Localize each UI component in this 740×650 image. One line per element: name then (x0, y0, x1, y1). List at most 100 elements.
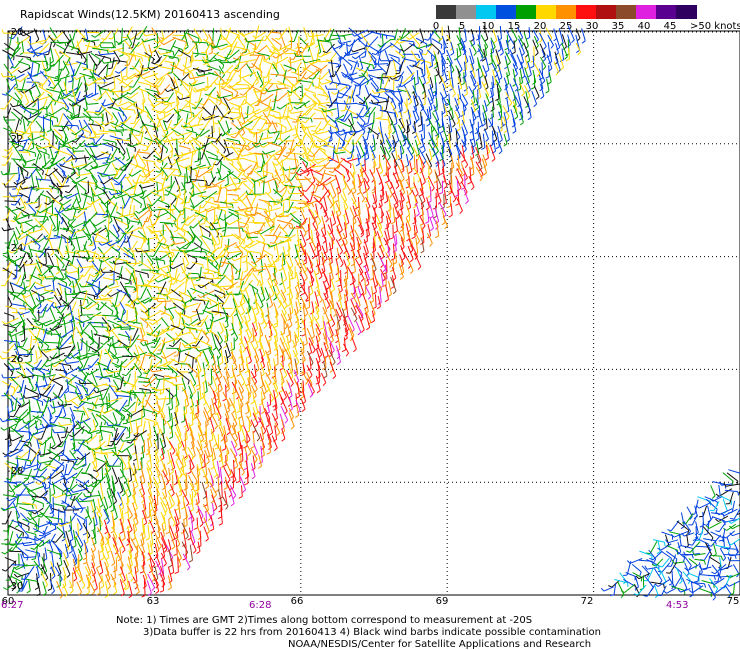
wind-barb (477, 60, 484, 76)
wind-barb-flag (222, 81, 225, 86)
wind-barb (442, 159, 445, 173)
wind-barb-flag (245, 244, 250, 249)
wind-barb (115, 92, 129, 101)
wind-barb-flag (230, 85, 234, 90)
wind-barb (58, 60, 60, 77)
wind-barb (298, 79, 313, 83)
wind-barb-flag (322, 50, 327, 54)
wind-barb (173, 137, 185, 141)
wind-barb-flag (479, 177, 483, 182)
wind-barb-flag (431, 187, 435, 192)
wind-barb (269, 109, 280, 114)
wind-barb-flag (27, 134, 32, 138)
wind-barb (434, 171, 442, 187)
wind-barb-flag (28, 152, 31, 157)
wind-barb-flag (394, 79, 399, 82)
wind-barb-flag (280, 202, 283, 207)
wind-barb (86, 39, 100, 43)
wind-barb (505, 59, 511, 75)
wind-barb-flag (107, 87, 111, 92)
wind-barb-flag (363, 123, 368, 125)
wind-barb (126, 34, 133, 44)
wind-barb (134, 148, 141, 159)
wind-barb (5, 83, 17, 96)
wind-barb (499, 40, 504, 54)
wind-barb (12, 41, 21, 56)
wind-barb-flag (8, 77, 13, 81)
wind-barb-flag (38, 155, 42, 160)
wind-barb (370, 55, 377, 67)
wind-barb (418, 147, 427, 162)
wind-barb-flag (115, 278, 120, 281)
wind-barb (227, 193, 238, 196)
wind-barb (15, 55, 31, 59)
wind-barb (117, 49, 130, 58)
wind-barb (219, 94, 233, 99)
wind-barb (392, 139, 396, 151)
wind-barb-flag (456, 136, 461, 141)
wind-barb-flag (555, 72, 560, 76)
wind-barb (111, 192, 122, 196)
wind-barb (181, 132, 193, 144)
wind-barb (202, 56, 211, 68)
wind-barb-flag (422, 53, 427, 56)
wind-barb (201, 143, 207, 160)
wind-barb-flag (292, 134, 297, 136)
wind-barb (351, 197, 358, 209)
wind-barb (334, 114, 345, 122)
wind-barb-flag (351, 270, 356, 274)
wind-barb-flag (288, 224, 291, 229)
wind-barb (67, 174, 78, 185)
wind-barb (192, 181, 203, 195)
wind-barb-flag (126, 95, 131, 99)
wind-barb (193, 28, 203, 41)
wind-barb-flag (448, 172, 453, 175)
wind-barb (172, 36, 187, 43)
wind-barb (415, 202, 420, 215)
wind-barb (240, 59, 256, 64)
wind-barb (326, 230, 335, 244)
wind-barb-flag (159, 234, 164, 237)
wind-barb-flag (191, 127, 194, 132)
wind-barb (422, 229, 425, 243)
wind-barb-flag (163, 260, 166, 265)
wind-barb (357, 38, 367, 47)
wind-barb-flag (168, 162, 173, 166)
wind-barb-flag (496, 102, 501, 106)
wind-barb (319, 101, 331, 105)
wind-barb-flag (93, 45, 98, 48)
wind-barb (484, 128, 489, 140)
wind-barb (561, 34, 567, 48)
wind-barb-flag (52, 227, 56, 231)
wind-barb (135, 106, 149, 114)
wind-barb (520, 61, 526, 77)
wind-barb (234, 209, 251, 212)
wind-barb (164, 189, 177, 197)
wind-barb-flag (99, 125, 102, 130)
wind-barb-flag (339, 149, 344, 151)
wind-barb (379, 121, 382, 133)
wind-barb (296, 178, 311, 181)
wind-barb (299, 222, 307, 234)
wind-barb (318, 84, 329, 98)
wind-barb-flag (243, 240, 245, 245)
wind-barb (347, 52, 359, 56)
wind-barb-flag (358, 75, 363, 77)
wind-barb (440, 75, 447, 88)
wind-barb (66, 171, 77, 180)
wind-barb (495, 55, 501, 70)
wind-barb (443, 189, 447, 203)
wind-barb (72, 103, 76, 118)
wind-barb-flag (169, 260, 174, 263)
map-title: Rapidscat Winds(12.5KM) 20160413 ascendi… (20, 8, 280, 21)
wind-barb-flag (91, 34, 96, 38)
wind-barb-flag (64, 61, 68, 66)
wind-barb (342, 105, 351, 121)
wind-barb (341, 56, 353, 67)
wind-barb-flag (311, 203, 315, 208)
wind-barb-flag (560, 67, 564, 71)
wind-barb (249, 252, 257, 267)
wind-barb-flag (55, 140, 59, 144)
wind-barb (173, 108, 181, 118)
wind-barb-flag (148, 50, 153, 53)
